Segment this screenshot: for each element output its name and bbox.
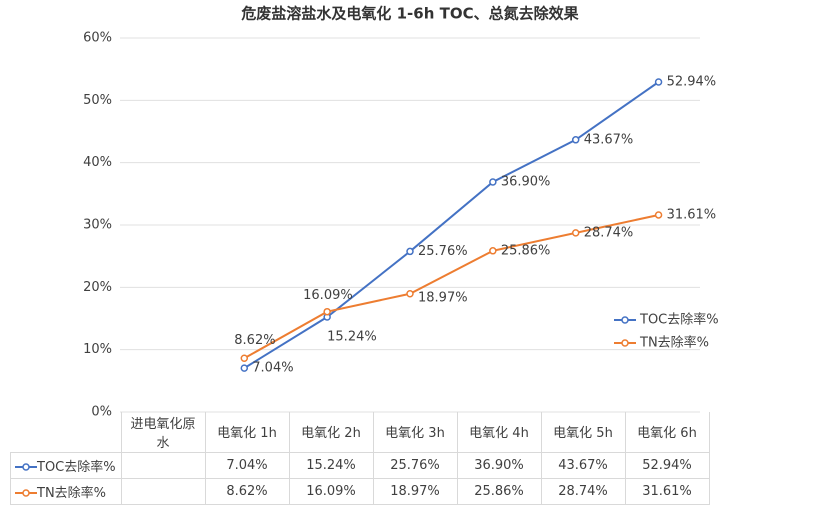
point xyxy=(571,136,580,144)
point xyxy=(489,247,497,255)
series-name: TOC去除率% xyxy=(37,459,116,475)
data-label: 25.86% xyxy=(501,243,551,258)
series-line xyxy=(243,213,659,360)
data-table: 进电氧化原水 电氧化 1h 电氧化 2h 电氧化 3h 电氧化 4h 电氧化 5h 电氧化 … xyxy=(10,412,710,505)
series-name: TN去除率% xyxy=(37,485,107,501)
category-label: 电氧化 3h xyxy=(372,412,458,453)
series-header: TOC去除率% xyxy=(10,451,122,479)
legend-key xyxy=(15,489,37,497)
table-value: 25.86% xyxy=(456,477,542,505)
data-label: 43.67% xyxy=(584,132,634,147)
table-row: TOC去除率% 7.04% 15.24% 25.76% 36.90% 43.67% 52.9… xyxy=(10,451,710,479)
y-tick-label: 50% xyxy=(83,93,112,108)
point xyxy=(406,290,414,298)
data-label: 8.62% xyxy=(234,333,275,348)
y-tick-label: 0% xyxy=(91,405,112,420)
data-label: 31.61% xyxy=(667,207,717,222)
chart-title: 危废盐溶盐水及电氧化 1-6h TOC、总氮去除效果 xyxy=(241,5,579,23)
table-value: 7.04% xyxy=(204,451,290,479)
table-value xyxy=(120,451,206,479)
legend-key xyxy=(15,463,37,471)
data-label: 52.94% xyxy=(667,75,717,90)
table-value: 15.24% xyxy=(288,451,374,479)
legend-marker xyxy=(621,339,629,347)
data-label: 36.90% xyxy=(501,174,551,189)
series-line xyxy=(243,81,660,369)
data-label: 28.74% xyxy=(584,225,634,240)
y-tick-label: 10% xyxy=(83,342,112,357)
category-label: 电氧化 6h xyxy=(624,412,710,453)
point xyxy=(323,307,331,316)
y-tick-label: 30% xyxy=(83,218,112,233)
table-corner xyxy=(11,412,122,452)
category-label: 进电氧化原水 xyxy=(120,412,206,453)
table-value: 31.61% xyxy=(624,477,710,505)
point xyxy=(571,229,580,237)
category-label: 电氧化 1h xyxy=(204,412,290,453)
point xyxy=(489,178,497,186)
point xyxy=(240,354,249,363)
table-row: 进电氧化原水 电氧化 1h 电氧化 2h 电氧化 3h 电氧化 4h 电氧化 5h 电氧化 … xyxy=(11,412,710,453)
point xyxy=(654,78,663,86)
data-label: 18.97% xyxy=(418,290,468,305)
y-tick-label: 40% xyxy=(83,155,112,170)
legend-marker xyxy=(621,316,629,324)
series-header: TN去除率% xyxy=(10,477,122,505)
category-label: 电氧化 2h xyxy=(288,412,374,453)
table-value xyxy=(120,477,206,505)
table-value: 16.09% xyxy=(288,477,374,505)
table-value: 36.90% xyxy=(456,451,542,479)
y-tick-label: 20% xyxy=(83,280,112,295)
point xyxy=(240,364,249,372)
legend-label: TN去除率% xyxy=(639,335,709,351)
data-label: 7.04% xyxy=(252,361,293,376)
data-label: 16.09% xyxy=(303,288,353,303)
table-value: 52.94% xyxy=(624,451,710,479)
point xyxy=(654,211,663,219)
table-value: 8.62% xyxy=(204,477,290,505)
table-row: TN去除率% 8.62% 16.09% 18.97% 25.86% 28.74% 31.61… xyxy=(10,477,710,505)
data-label: 15.24% xyxy=(327,330,377,345)
y-tick-label: 60% xyxy=(83,31,112,46)
legend-label: TOC去除率% xyxy=(639,312,719,328)
table-value: 18.97% xyxy=(372,477,458,505)
table-value: 28.74% xyxy=(540,477,626,505)
category-label: 电氧化 5h xyxy=(540,412,626,453)
data-label: 25.76% xyxy=(418,244,468,259)
table-value: 43.67% xyxy=(540,451,626,479)
point xyxy=(406,247,414,256)
category-label: 电氧化 4h xyxy=(456,412,542,453)
table-value: 25.76% xyxy=(372,451,458,479)
